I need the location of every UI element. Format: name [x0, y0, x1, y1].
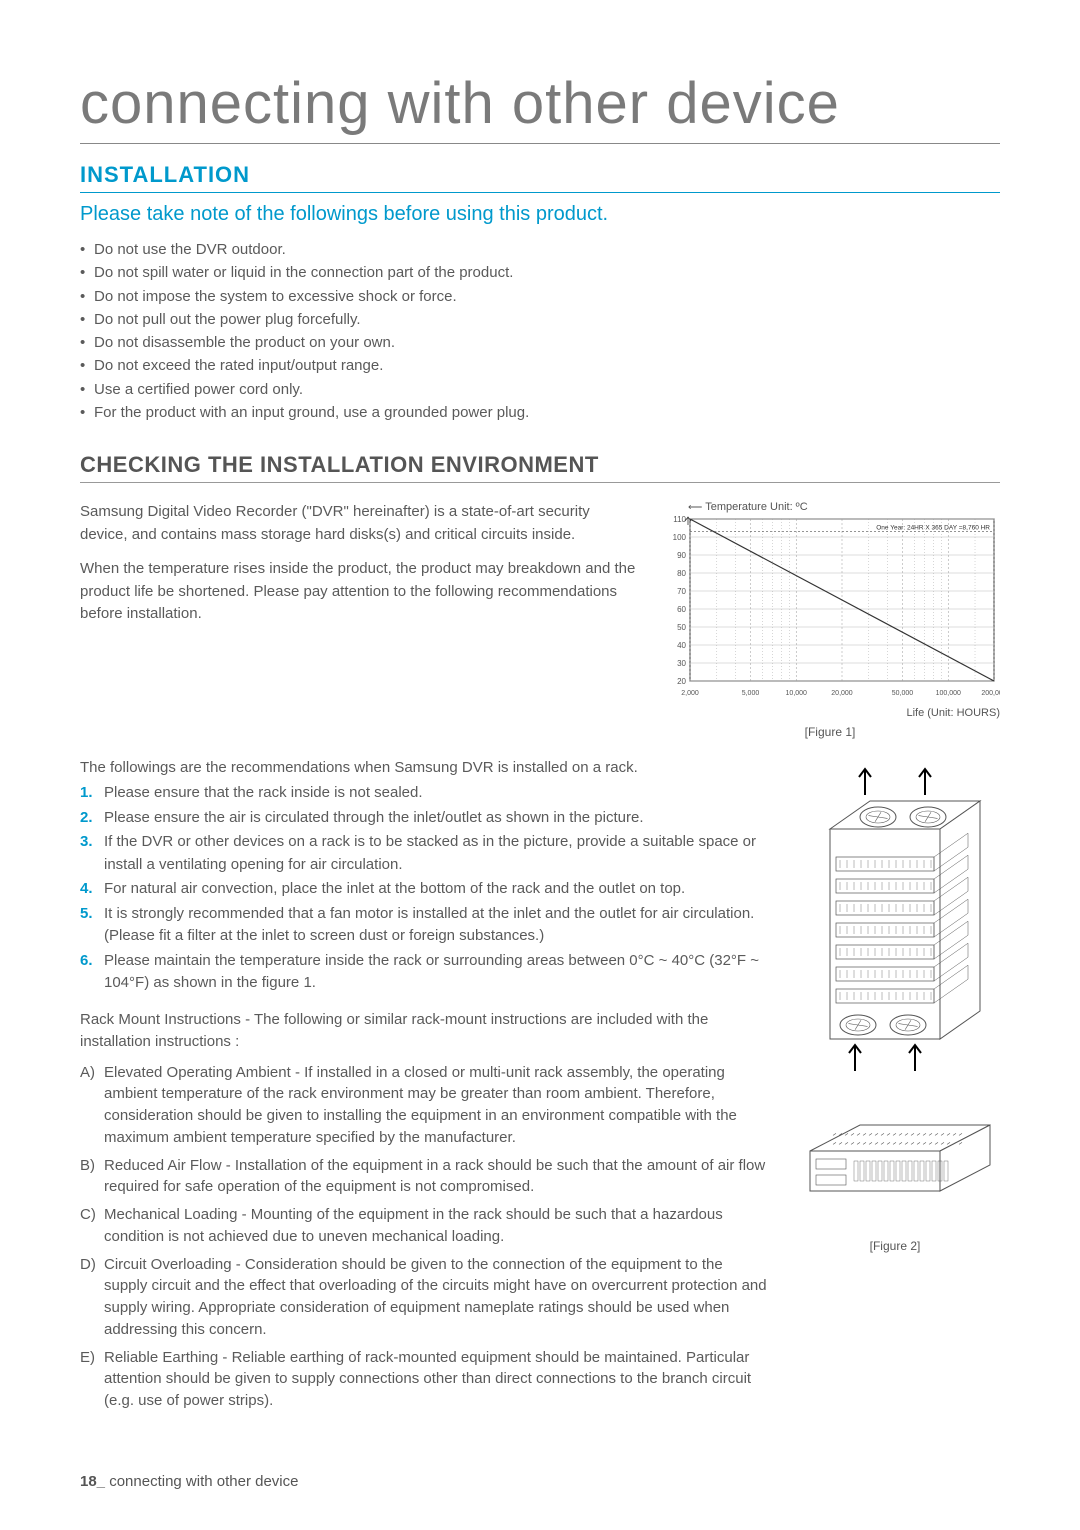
temperature-life-chart: 20 30 40 50 60 70 80 90 100 110 2,000 5,000 10,000 20… [660, 513, 1000, 703]
svg-text:2,000: 2,000 [681, 690, 699, 697]
svg-text:100: 100 [673, 533, 687, 542]
bullet-item: For the product with an input ground, us… [80, 401, 1000, 424]
rack-airflow-figure [790, 759, 1000, 1099]
bullet-item: Do not spill water or liquid in the conn… [80, 261, 1000, 284]
page-title: connecting with other device [80, 70, 1000, 144]
svg-text:110: 110 [673, 515, 686, 524]
list-item: B)Reduced Air Flow - Installation of the… [80, 1155, 770, 1199]
svg-text:100,000: 100,000 [936, 690, 961, 697]
figure-2-caption: [Figure 2] [790, 1239, 1000, 1253]
svg-text:70: 70 [677, 587, 686, 596]
list-item: 5.It is strongly recommended that a fan … [80, 903, 770, 948]
chart-xlabel: Life (Unit: HOURS) [660, 707, 1000, 719]
svg-text:5,000: 5,000 [742, 690, 760, 697]
svg-text:20,000: 20,000 [831, 690, 853, 697]
dvr-unit-figure [790, 1111, 1000, 1221]
list-item: 1.Please ensure that the rack inside is … [80, 782, 770, 805]
footer-text: connecting with other device [109, 1473, 298, 1490]
list-item: E)Reliable Earthing - Reliable earthing … [80, 1347, 770, 1412]
svg-text:20: 20 [677, 677, 686, 686]
list-item: D)Circuit Overloading - Consideration sh… [80, 1254, 770, 1341]
list-item: 4.For natural air convection, place the … [80, 878, 770, 901]
installation-subtitle: Please take note of the followings befor… [80, 203, 1000, 226]
bullet-item: Do not use the DVR outdoor. [80, 238, 1000, 261]
list-item: C)Mechanical Loading - Mounting of the e… [80, 1204, 770, 1248]
env-para2: When the temperature rises inside the pr… [80, 558, 640, 626]
bullet-item: Do not impose the system to excessive sh… [80, 285, 1000, 308]
list-item: 2.Please ensure the air is circulated th… [80, 807, 770, 830]
numbered-recommendations: 1.Please ensure that the rack inside is … [80, 782, 770, 995]
env-paragraphs: Samsung Digital Video Recorder ("DVR" he… [80, 501, 640, 739]
svg-text:60: 60 [677, 605, 686, 614]
page-footer: 18_ connecting with other device [80, 1473, 298, 1490]
page-number: 18_ [80, 1473, 105, 1490]
figure-1-container: ⟵ Temperature Unit: ºC 20 30 40 50 60 70 80 90 1… [660, 501, 1000, 739]
env-para1: Samsung Digital Video Recorder ("DVR" he… [80, 501, 640, 546]
svg-text:One Year: 24HR X 365 DAY =8,76: One Year: 24HR X 365 DAY =8,760 HR [876, 525, 990, 532]
svg-text:40: 40 [677, 641, 686, 650]
bullet-item: Do not exceed the rated input/output ran… [80, 354, 1000, 377]
chart-top-label: ⟵ Temperature Unit: ºC [660, 501, 1000, 513]
svg-text:200,000: 200,000 [981, 690, 1000, 697]
list-item: 6.Please maintain the temperature inside… [80, 950, 770, 995]
list-item: A)Elevated Operating Ambient - If instal… [80, 1062, 770, 1149]
env-heading: CHECKING THE INSTALLATION ENVIRONMENT [80, 452, 1000, 483]
figure-1-caption: [Figure 1] [660, 725, 1000, 739]
bullet-item: Use a certified power cord only. [80, 378, 1000, 401]
svg-text:90: 90 [677, 551, 686, 560]
bullet-item: Do not pull out the power plug forcefull… [80, 308, 1000, 331]
bullet-item: Do not disassemble the product on your o… [80, 331, 1000, 354]
list-item: 3.If the DVR or other devices on a rack … [80, 831, 770, 876]
rack-mount-intro: Rack Mount Instructions - The following … [80, 1009, 770, 1054]
svg-text:80: 80 [677, 569, 686, 578]
svg-text:50,000: 50,000 [892, 690, 914, 697]
installation-heading: INSTALLATION [80, 162, 1000, 193]
svg-text:50: 50 [677, 623, 686, 632]
svg-text:30: 30 [677, 659, 686, 668]
installation-bullets: Do not use the DVR outdoor. Do not spill… [80, 238, 1000, 424]
svg-text:10,000: 10,000 [786, 690, 808, 697]
recommendations-intro: The followings are the recommendations w… [80, 759, 770, 776]
lettered-instructions: A)Elevated Operating Ambient - If instal… [80, 1062, 770, 1412]
